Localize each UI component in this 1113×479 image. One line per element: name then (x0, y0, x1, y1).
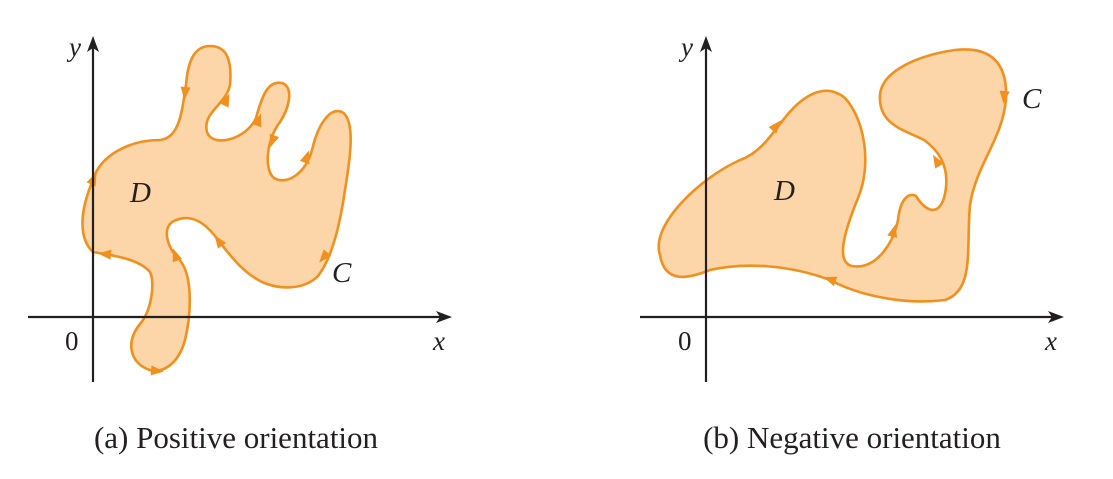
x-axis-arrowhead (1048, 311, 1064, 323)
arrow-marker (150, 365, 164, 376)
orientation-arrows-b (768, 90, 1010, 287)
arrow-marker (180, 86, 191, 100)
origin-label: 0 (65, 326, 79, 356)
arrow-marker (768, 120, 781, 134)
arrow-marker (299, 150, 310, 165)
x-axis-label: x (1044, 326, 1057, 356)
arrow-marker (319, 249, 332, 263)
curve-label: C (1022, 83, 1042, 115)
arrow-marker (999, 90, 1010, 104)
arrow-marker (933, 154, 944, 169)
arrow-marker (98, 249, 112, 260)
region-d-curve-c-b (657, 48, 1008, 303)
panel-negative-orientation: y x 0 D C (b) Negative orientation (640, 32, 1064, 455)
region-d-curve-c-a (81, 44, 352, 372)
arrow-marker (219, 93, 230, 108)
y-axis-arrowhead (700, 36, 712, 52)
y-axis-arrowhead (87, 36, 99, 52)
arrow-marker (887, 224, 898, 239)
curve-label: C (332, 257, 352, 289)
y-axis-label: y (66, 32, 81, 62)
arrow-marker (172, 248, 183, 263)
panel-positive-orientation: y x 0 D C (a) Positive orientation (28, 32, 452, 455)
arrow-marker (251, 113, 262, 128)
caption: (b) Negative orientation (703, 420, 1001, 455)
arrow-marker (214, 235, 227, 249)
origin-label: 0 (678, 326, 692, 356)
x-axis-arrowhead (436, 311, 452, 323)
arrow-marker (269, 133, 280, 148)
y-axis-label: y (678, 32, 693, 62)
caption: (a) Positive orientation (94, 420, 379, 455)
arrow-marker (823, 276, 838, 287)
x-axis-label: x (432, 326, 445, 356)
region-label: D (129, 177, 151, 209)
region-label: D (773, 175, 795, 207)
